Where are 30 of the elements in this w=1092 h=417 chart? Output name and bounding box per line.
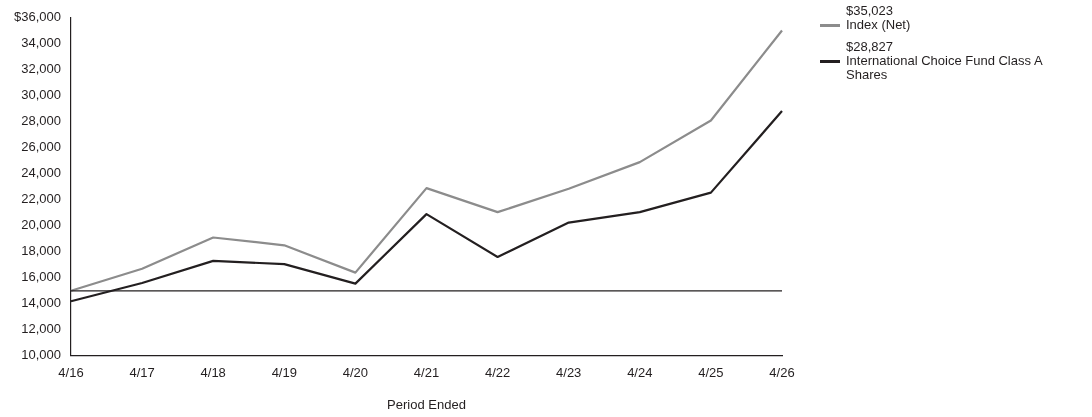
x-tick-label: 4/18 (200, 365, 226, 381)
x-tick-label: 4/21 (413, 365, 440, 381)
y-tick-label: 24,000 (21, 165, 61, 181)
y-tick-label: 30,000 (21, 87, 61, 103)
x-tick-label: 4/16 (58, 365, 84, 381)
legend-label: Index (Net) (846, 17, 912, 32)
y-tick-label: 16,000 (21, 269, 61, 285)
x-tick-label: 4/25 (698, 365, 724, 381)
x-tick-label: 4/23 (556, 365, 582, 381)
x-tick-label: 4/20 (342, 365, 369, 381)
x-tick-label: 4/22 (484, 365, 511, 381)
x-tick-label: 4/24 (627, 365, 653, 381)
y-tick-label: 18,000 (21, 243, 61, 259)
x-tick-label: 4/17 (129, 365, 155, 381)
y-tick-label: 10,000 (21, 347, 61, 363)
x-tick-label: 4/26 (769, 365, 795, 381)
text: $35,023 (846, 3, 894, 18)
text: $28,827 (846, 39, 894, 54)
x-axis-title: Period Ended (387, 396, 466, 412)
y-tick-label: 34,000 (21, 35, 61, 51)
y-tick-label: 14,000 (21, 295, 61, 311)
legend-label: International Choice Fund Class A Shares (846, 53, 1044, 82)
y-tick-label: 32,000 (21, 61, 61, 77)
y-tick-label: 20,000 (21, 217, 61, 233)
x-tick-label: 4/19 (271, 365, 297, 381)
y-tick-label: 26,000 (21, 139, 61, 155)
y-tick-label: 12,000 (21, 321, 61, 337)
y-tick-label: $36,000 (13, 9, 61, 25)
y-tick-label: 28,000 (21, 113, 61, 129)
y-tick-label: 22,000 (21, 191, 61, 207)
